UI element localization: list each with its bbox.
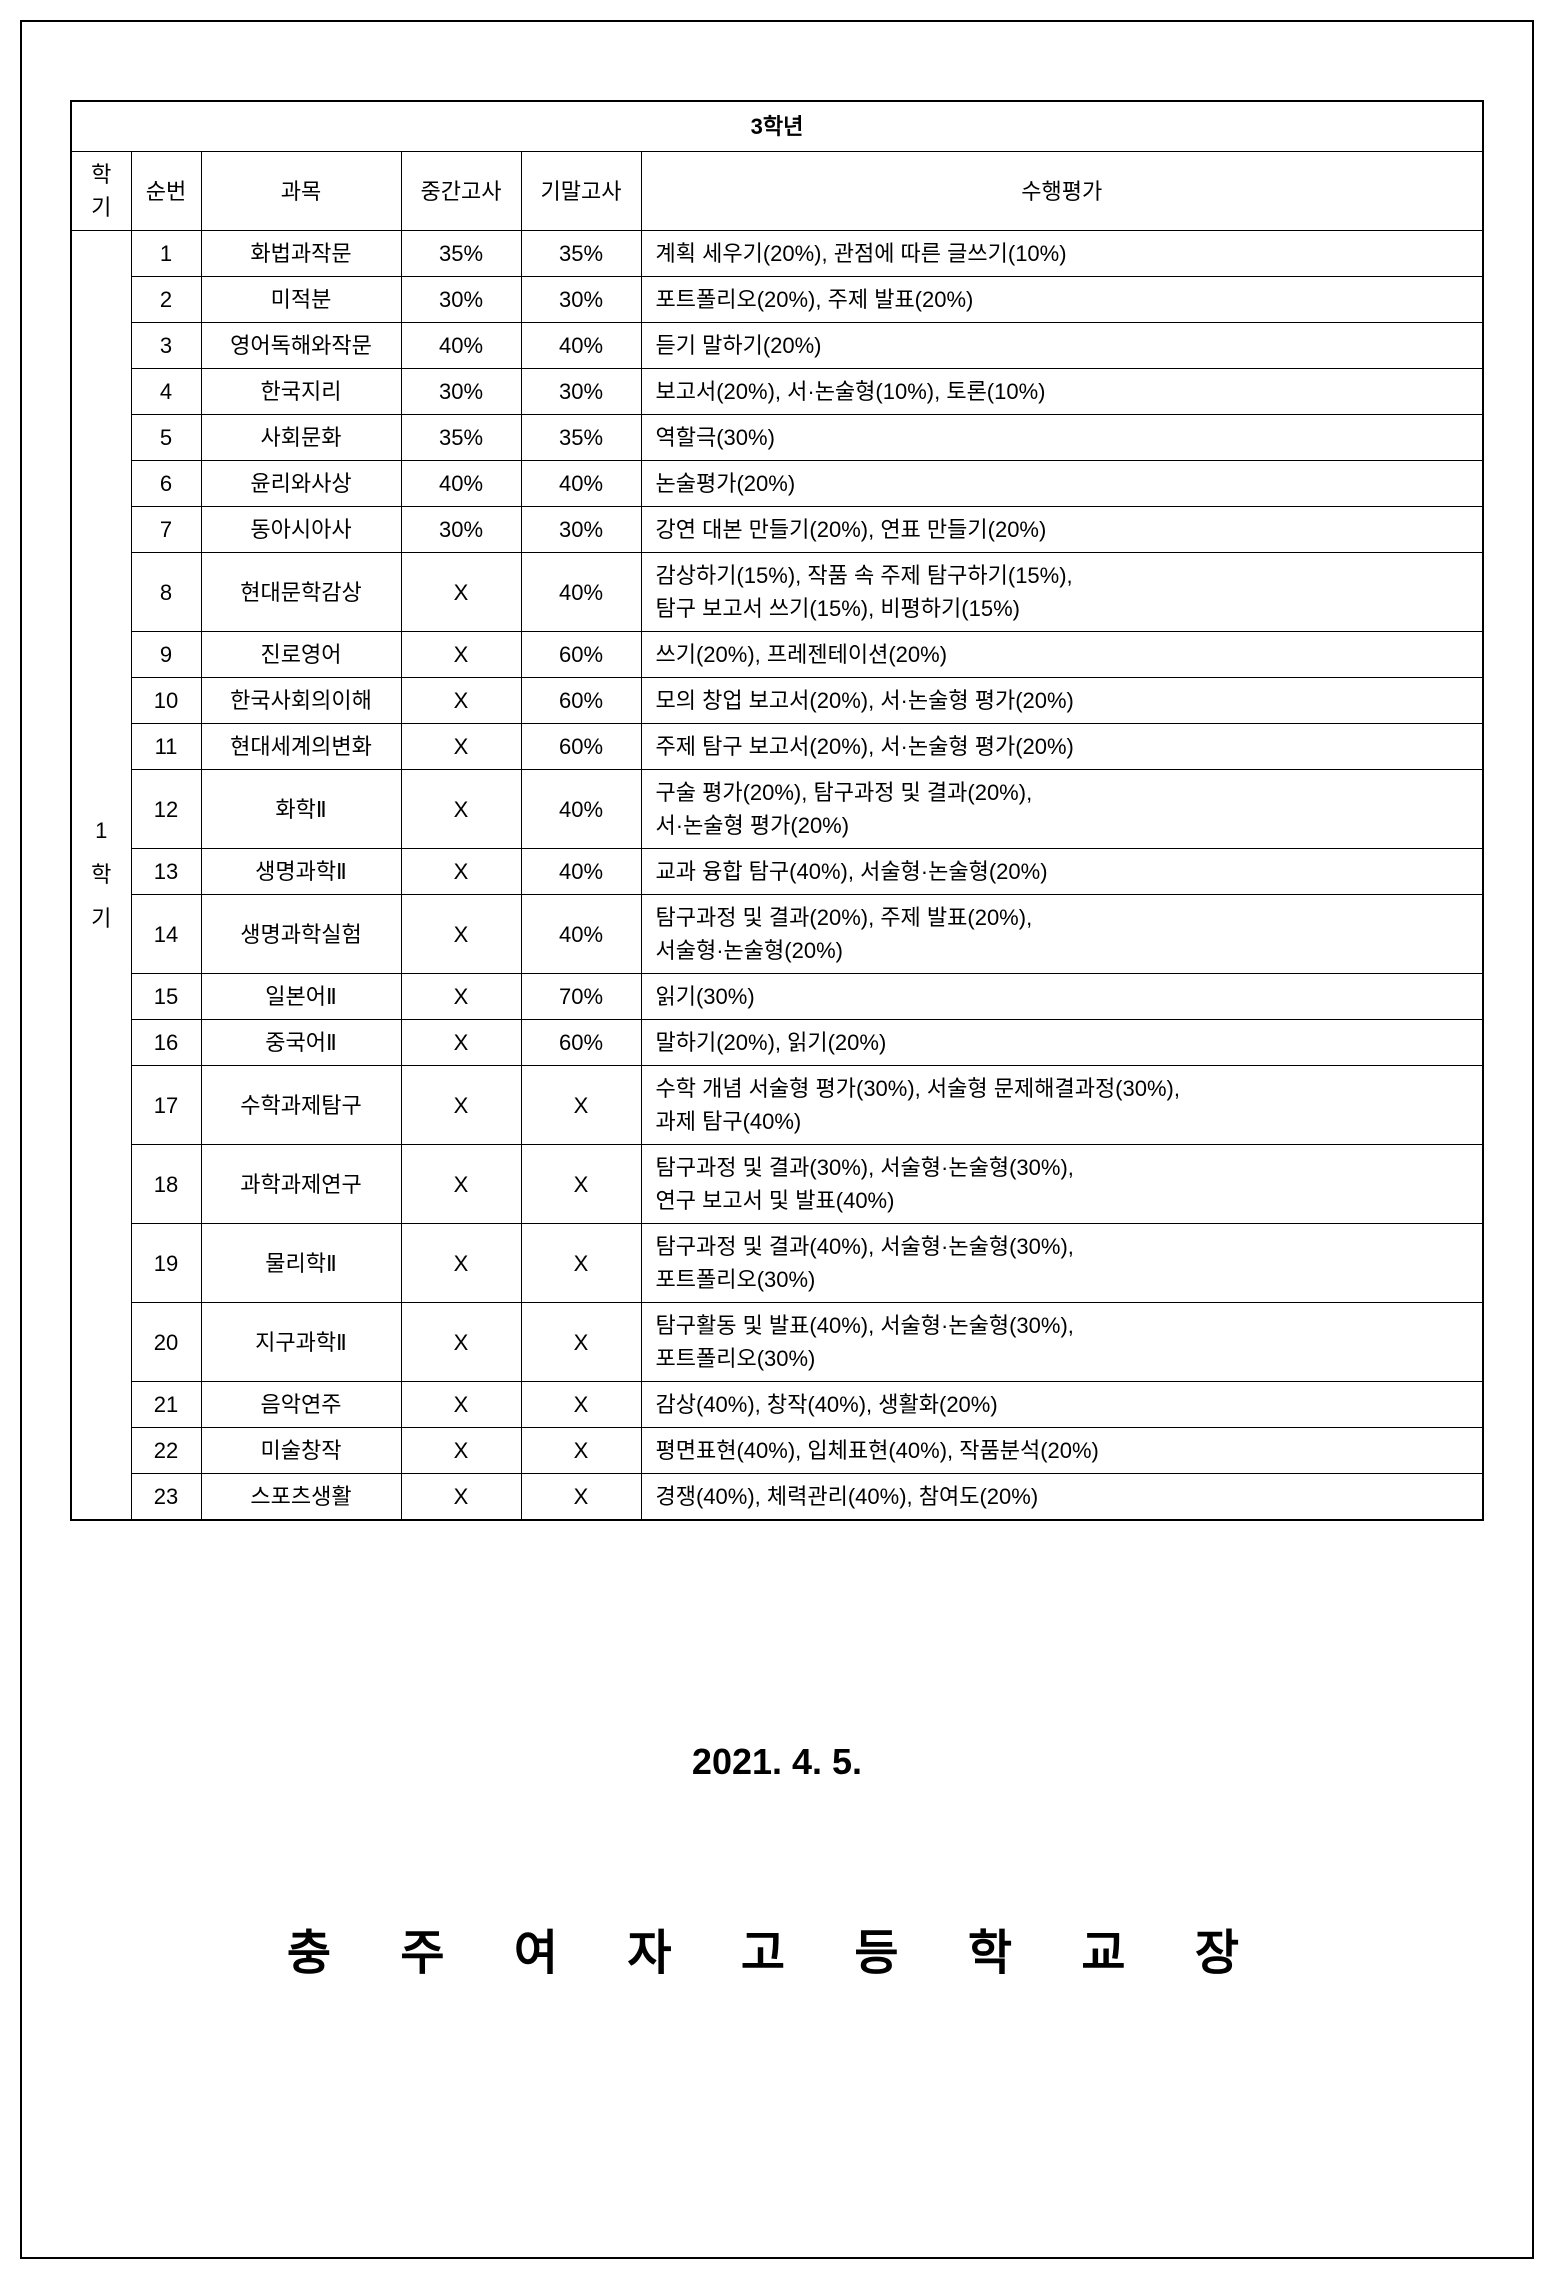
page-border: [20, 20, 1534, 2259]
